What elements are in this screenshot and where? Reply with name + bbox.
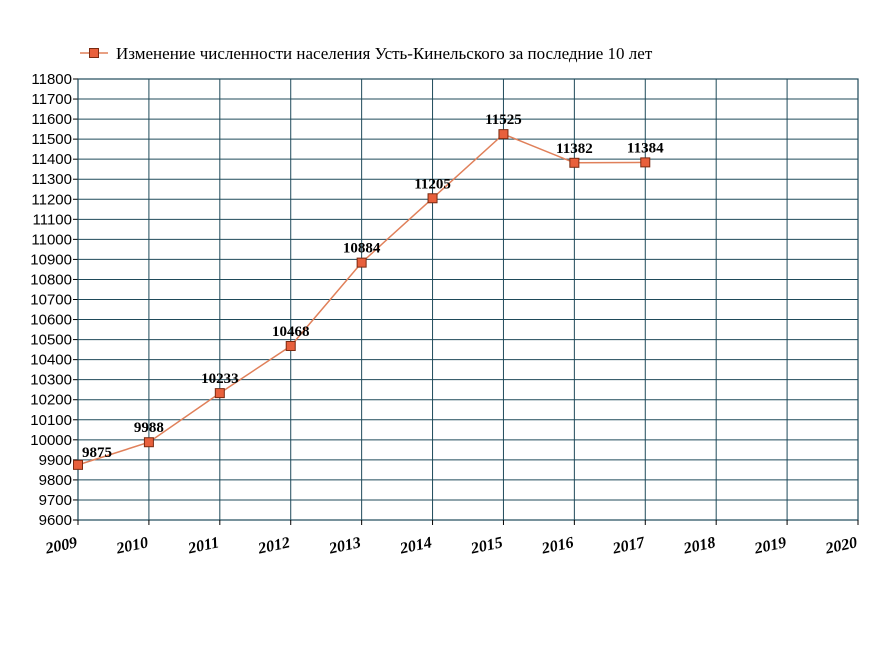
y-axis-ticks: 9600 9700 9800 9900 10000 10100 10200 10300 1040…	[30, 71, 72, 529]
data-label: 9875	[82, 445, 112, 461]
y-tick-label: 11300	[31, 171, 72, 188]
y-tick-label: 10200	[30, 392, 72, 409]
y-tick-label: 10300	[30, 372, 72, 389]
x-tick-label: 2020	[823, 534, 859, 557]
data-point	[498, 129, 509, 140]
x-tick-label: 2009	[43, 534, 79, 557]
y-tick-label: 10900	[30, 251, 72, 268]
grid	[73, 78, 859, 525]
data-label: 11384	[627, 140, 664, 156]
y-tick-label: 11700	[31, 91, 72, 108]
x-tick-label: 2012	[256, 534, 292, 557]
y-tick-label: 11800	[31, 71, 72, 88]
x-tick-label: 2014	[398, 534, 434, 557]
data-label: 11382	[556, 141, 593, 157]
legend-label: Изменение численности населения Усть-Кин…	[116, 44, 653, 63]
y-tick-label: 11000	[31, 231, 72, 248]
y-tick-label: 10000	[30, 432, 72, 449]
y-tick-label: 9800	[39, 472, 72, 489]
data-point	[285, 341, 296, 352]
y-tick-label: 9700	[39, 492, 72, 509]
y-tick-label: 10700	[30, 292, 72, 309]
y-tick-label: 10500	[30, 332, 72, 349]
data-point	[640, 157, 651, 168]
data-label: 11525	[485, 112, 522, 128]
y-tick-label: 10100	[30, 412, 72, 429]
data-point	[356, 257, 367, 268]
x-tick-label: 2019	[752, 534, 788, 557]
x-tick-label: 2013	[327, 534, 363, 557]
data-point	[214, 388, 225, 399]
x-tick-label: 2011	[186, 534, 221, 557]
data-point	[569, 157, 580, 168]
y-tick-label: 9900	[39, 452, 72, 469]
y-tick-label: 11100	[33, 211, 73, 228]
x-tick-label: 2010	[114, 534, 150, 557]
data-point	[427, 193, 438, 204]
series-population: 9875 9988 10233 10468 10884 11205 11525 11382 11…	[73, 112, 664, 470]
x-tick-label: 2015	[468, 534, 504, 557]
x-axis-ticks: 2009 2010 2011 2012 2013 2014 2015 2016 2017 2018…	[43, 534, 859, 558]
y-tick-label: 11400	[31, 151, 72, 168]
x-tick-label: 2018	[681, 534, 717, 557]
y-tick-label: 11500	[31, 131, 72, 148]
data-point	[73, 459, 83, 470]
y-tick-label: 9600	[39, 512, 72, 529]
data-label: 10233	[201, 371, 239, 387]
data-label: 11205	[414, 176, 451, 192]
y-tick-label: 11600	[31, 111, 72, 128]
y-tick-label: 10400	[30, 352, 72, 369]
legend-marker	[89, 48, 99, 58]
x-tick-label: 2016	[539, 534, 575, 557]
legend: Изменение численности населения Усть-Кин…	[80, 44, 653, 63]
data-label: 10468	[272, 324, 310, 340]
y-tick-label: 11200	[31, 191, 72, 208]
y-tick-label: 10600	[30, 312, 72, 329]
y-tick-label: 10800	[30, 271, 72, 288]
data-point	[143, 437, 154, 448]
data-label: 9988	[134, 420, 164, 436]
data-label: 10884	[343, 241, 381, 257]
x-tick-label: 2017	[610, 534, 647, 558]
